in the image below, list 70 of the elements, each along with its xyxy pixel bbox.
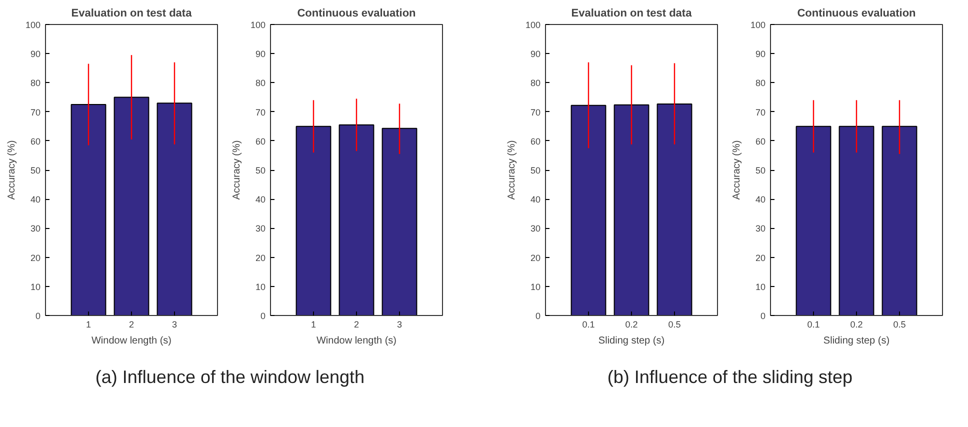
x-tick-label: 0.5 [668, 320, 681, 330]
y-tick-label: 10 [530, 282, 541, 292]
y-tick-label: 80 [255, 78, 266, 88]
x-tick-label: 0.1 [807, 320, 820, 330]
y-tick-label: 80 [755, 78, 766, 88]
y-tick-label: 90 [255, 49, 266, 60]
y-tick-label: 60 [755, 136, 766, 146]
x-axis-title: Sliding step (s) [823, 336, 890, 346]
y-tick-label: 70 [530, 107, 541, 118]
y-tick-label: 30 [30, 224, 41, 234]
y-tick-label: 70 [755, 107, 766, 118]
y-tick-label: 80 [30, 78, 41, 88]
y-tick-label: 70 [255, 107, 266, 118]
y-tick-label: 70 [30, 107, 41, 118]
y-tick-label: 40 [755, 194, 766, 205]
y-tick-label: 10 [755, 282, 766, 292]
y-tick-label: 30 [755, 224, 766, 234]
y-tick-label: 100 [750, 20, 766, 30]
y-axis-title: Accuracy (%) [506, 140, 518, 200]
y-tick-label: 60 [30, 136, 41, 146]
x-tick-label: 3 [172, 320, 178, 330]
y-tick-label: 50 [30, 166, 41, 176]
y-tick-label: 10 [30, 282, 41, 292]
y-tick-label: 0 [535, 311, 541, 321]
y-tick-label: 60 [530, 136, 541, 146]
x-tick-label: 0.2 [625, 320, 638, 330]
x-tick-label: 0.5 [893, 320, 906, 330]
y-tick-label: 40 [255, 194, 266, 205]
y-tick-label: 0 [260, 311, 266, 321]
y-tick-label: 20 [530, 252, 541, 263]
x-tick-label: 0.2 [850, 320, 863, 330]
x-axis-title: Window length (s) [316, 336, 397, 346]
y-tick-label: 10 [255, 282, 266, 292]
x-tick-label: 2 [354, 320, 360, 330]
y-tick-label: 90 [755, 49, 766, 60]
y-tick-label: 50 [755, 166, 766, 176]
y-tick-label: 90 [30, 49, 41, 60]
y-tick-label: 20 [255, 252, 266, 263]
x-tick-label: 2 [128, 320, 134, 330]
chart-title: Evaluation on test data [71, 8, 193, 20]
text: (a) Influence of the window length [95, 366, 365, 389]
chart-title: Continuous evaluation [797, 8, 916, 20]
y-tick-label: 0 [760, 311, 766, 321]
y-tick-label: 100 [250, 20, 266, 30]
y-axis-title: Accuracy (%) [231, 140, 242, 200]
x-axis-title: Window length (s) [91, 336, 172, 346]
y-tick-label: 40 [30, 194, 41, 205]
text: (b) Influence of the sliding step [607, 366, 853, 389]
y-axis-title: Accuracy (%) [731, 140, 742, 200]
y-tick-label: 20 [755, 252, 766, 263]
x-tick-label: 0.1 [582, 320, 595, 330]
y-axis-title: Accuracy (%) [6, 140, 18, 200]
y-tick-label: 30 [530, 224, 541, 234]
y-tick-label: 20 [30, 252, 41, 263]
x-tick-label: 1 [86, 320, 92, 330]
x-axis-title: Sliding step (s) [598, 336, 665, 346]
y-tick-label: 50 [530, 166, 541, 176]
chart-title: Continuous evaluation [297, 8, 416, 20]
x-tick-label: 1 [310, 320, 316, 330]
y-tick-label: 80 [530, 78, 541, 88]
y-tick-label: 50 [255, 166, 266, 176]
y-tick-label: 40 [530, 194, 541, 205]
y-tick-label: 60 [255, 136, 266, 146]
y-tick-label: 0 [35, 311, 41, 321]
y-tick-label: 90 [530, 49, 541, 60]
y-tick-label: 100 [525, 20, 541, 30]
x-tick-label: 3 [396, 320, 402, 330]
y-tick-label: 30 [255, 224, 266, 234]
y-tick-label: 100 [25, 20, 41, 30]
chart-title: Evaluation on test data [571, 8, 693, 20]
